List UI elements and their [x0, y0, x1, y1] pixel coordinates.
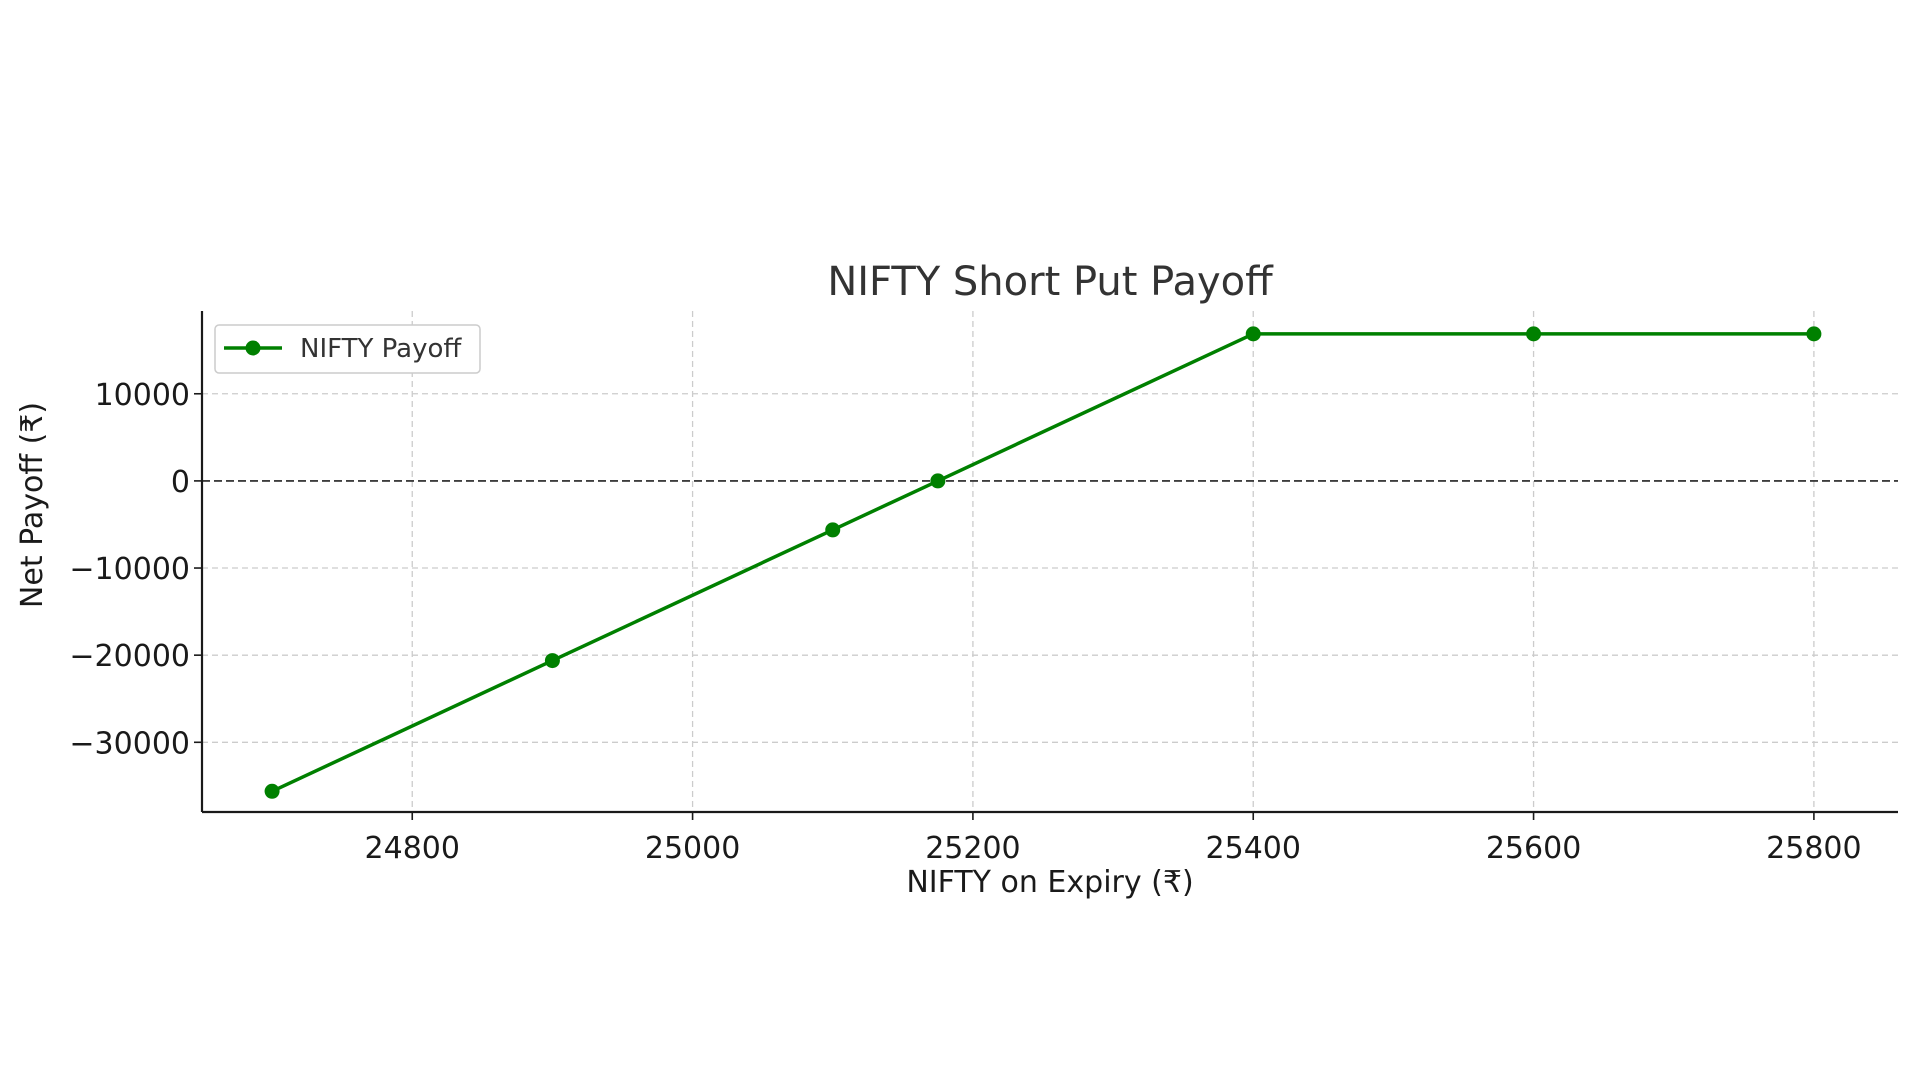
data-point — [264, 783, 280, 799]
series-layer — [264, 326, 1822, 799]
legend: NIFTY Payoff — [214, 324, 481, 374]
y-tick-label: −30000 — [69, 726, 190, 761]
data-point — [1526, 326, 1542, 342]
series-line-nifty-payoff — [271, 332, 1814, 793]
data-point — [544, 653, 560, 669]
y-tick-label: −10000 — [69, 552, 190, 587]
grid-lines — [202, 311, 1898, 812]
legend-marker-swatch — [245, 340, 261, 356]
x-tick-label: 25800 — [1766, 831, 1861, 866]
x-tick-label: 25000 — [645, 831, 740, 866]
tick-labels: 24800 25000 25200 25400 25600 25800 10000 0 −100… — [69, 378, 1861, 866]
x-tick-label: 25400 — [1206, 831, 1301, 866]
legend-box — [214, 324, 481, 374]
chart-title: NIFTY Short Put Payoff — [827, 259, 1274, 305]
x-tick-label: 25200 — [925, 831, 1020, 866]
data-point — [1245, 326, 1261, 342]
data-point — [825, 522, 841, 538]
x-axis-label: NIFTY on Expiry (₹) — [906, 865, 1193, 900]
y-tick-label: 0 — [171, 465, 190, 500]
axes — [194, 311, 1898, 820]
legend-entry-nifty-payoff: NIFTY Payoff — [300, 334, 462, 364]
y-axis-label: Net Payoff (₹) — [15, 402, 50, 608]
y-tick-label: 10000 — [95, 378, 190, 413]
x-tick-label: 25600 — [1486, 831, 1581, 866]
data-point — [930, 473, 946, 489]
x-tick-label: 24800 — [365, 831, 460, 866]
data-point — [1806, 326, 1822, 342]
y-tick-label: −20000 — [69, 639, 190, 674]
